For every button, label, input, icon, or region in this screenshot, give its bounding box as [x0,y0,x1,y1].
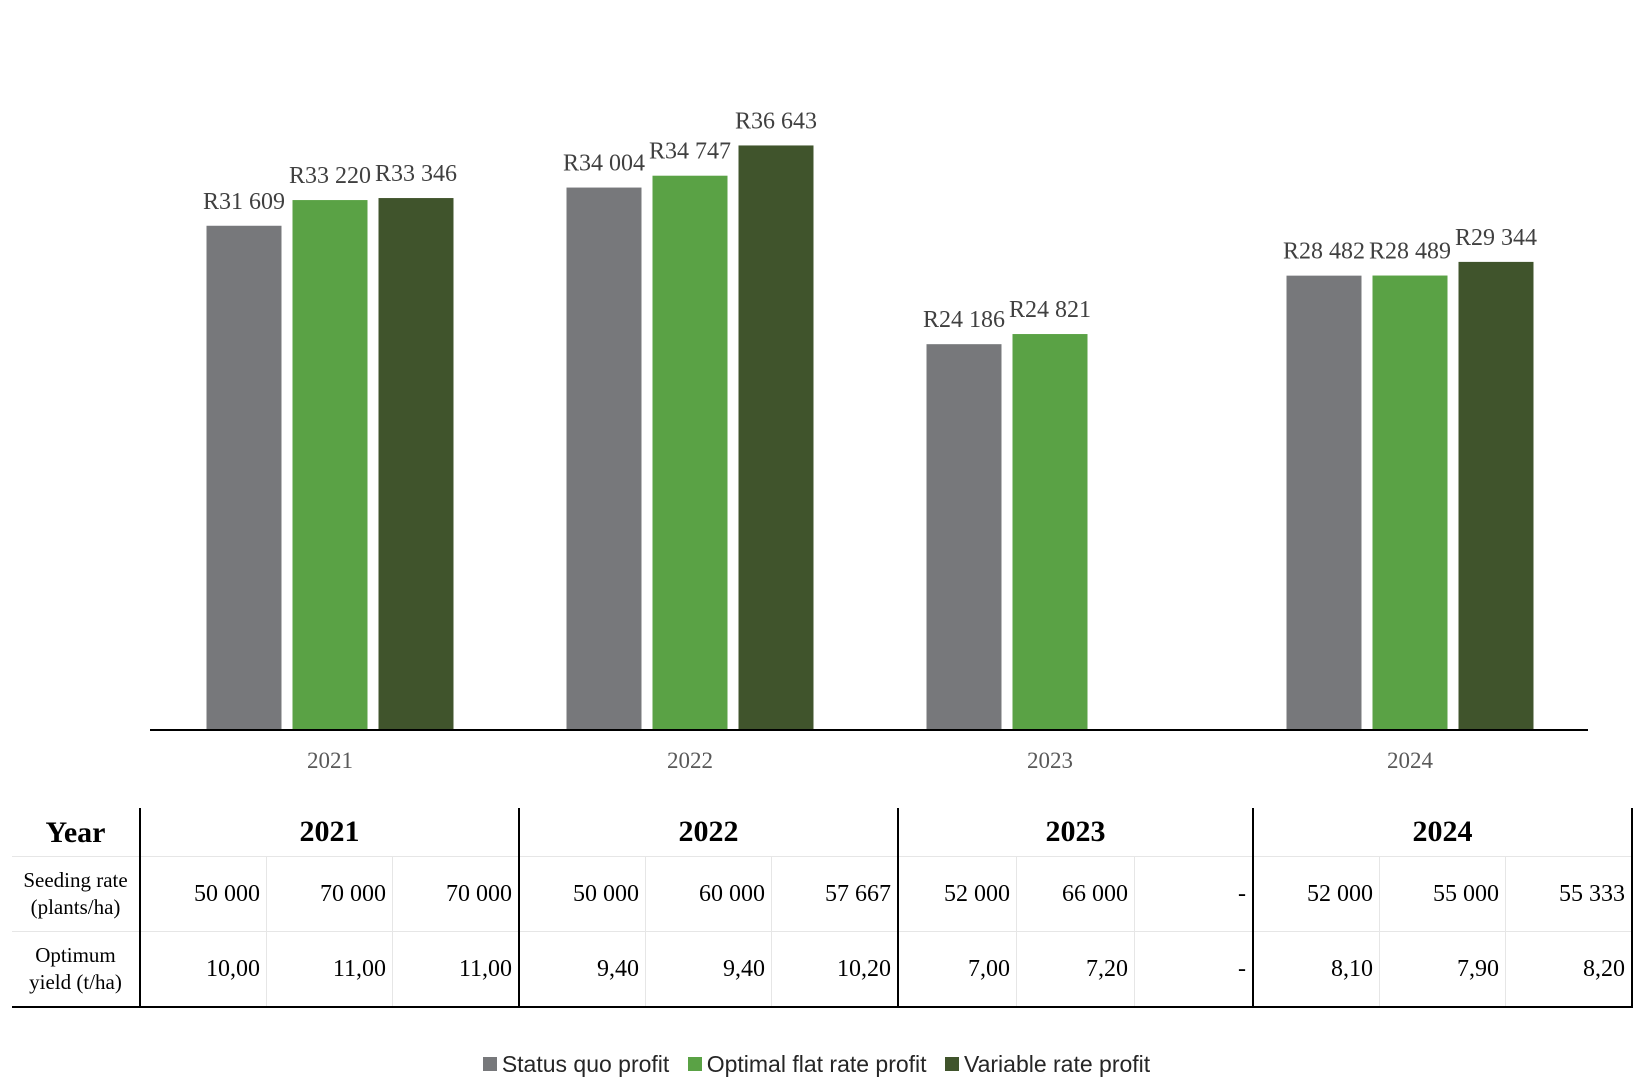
x-tick-label: 2024 [1387,748,1434,773]
table-cell: 55 333 [1505,856,1633,932]
row-label-optimum-yield: Optimum yield (t/ha) [12,931,140,1008]
bar-2021-2 [378,198,454,731]
data-label: R34 747 [649,139,731,165]
table-cell: 7,90 [1379,931,1506,1008]
table-cell: 8,20 [1505,931,1633,1008]
table-cell: 52 000 [1252,856,1380,932]
table-cell: 9,40 [645,931,772,1008]
row-label-line: Optimum [35,943,116,967]
data-label: R28 482 [1283,239,1365,265]
table-cell: 70 000 [266,856,393,932]
bar-2022-1 [652,175,728,730]
table-header-row: Year 2021 2022 2023 2024 [12,808,1633,857]
legend-item-status-quo: Status quo profit [482,1050,670,1078]
table-cell: 55 000 [1379,856,1506,932]
bar-2024-0 [1286,275,1362,730]
legend-label: Variable rate profit [963,1050,1151,1077]
table-cell: 8,10 [1252,931,1380,1008]
table-cell: 9,40 [518,931,646,1008]
data-label: R31 609 [203,189,285,215]
table-cell: 70 000 [392,856,519,932]
table-cell: - [1134,856,1253,932]
bar-2023-1 [1012,334,1088,730]
year-header: Year [12,808,140,857]
data-label: R29 344 [1455,225,1537,251]
row-label-seeding-rate: Seeding rate (plants/ha) [12,856,140,932]
table-cell: 50 000 [518,856,646,932]
bar-2023-0 [926,344,1002,730]
data-table: Year 2021 2022 2023 2024 Seeding rate (p… [12,808,1633,1008]
row-label-line: (plants/ha) [30,895,121,919]
row-label-line: Seeding rate [23,868,128,892]
legend-item-variable: Variable rate profit [944,1050,1151,1078]
table-row-seeding-rate: Seeding rate (plants/ha) 50 000 70 000 7… [12,856,1633,932]
table-year-2021: 2021 [139,808,519,857]
data-label: R28 489 [1369,239,1451,265]
legend-label: Optimal flat rate profit [706,1050,927,1077]
table-cell: 52 000 [897,856,1017,932]
bar-2021-1 [292,200,368,731]
table-cell: 60 000 [645,856,772,932]
x-tick-label: 2021 [307,748,353,773]
table-row-optimum-yield: Optimum yield (t/ha) 10,00 11,00 11,00 9… [12,931,1633,1008]
legend-item-optimal-flat: Optimal flat rate profit [687,1050,927,1078]
x-tick-label: 2023 [1027,748,1073,773]
legend-swatch [944,1057,959,1071]
data-label: R34 004 [563,151,645,177]
data-label: R36 643 [735,108,817,134]
bar-2024-1 [1372,275,1448,730]
table-year-2024: 2024 [1252,808,1633,857]
data-label: R24 821 [1009,297,1091,323]
legend: Status quo profit Optimal flat rate prof… [0,1050,1633,1078]
data-label: R33 220 [289,163,371,189]
table-cell: 11,00 [266,931,393,1008]
table-cell: 57 667 [771,856,898,932]
data-label: R33 346 [375,161,457,187]
x-tick-label: 2022 [667,748,713,773]
table-cell: 11,00 [392,931,519,1008]
chart-area: R31 609 R33 220 R33 346 2021 R34 004 R34 747 R… [150,108,1588,773]
table-cell: 7,00 [897,931,1017,1008]
table-cell: 7,20 [1016,931,1135,1008]
legend-swatch [687,1057,702,1071]
table-cell: 10,20 [771,931,898,1008]
data-label: R24 186 [923,307,1005,333]
table-cell: 66 000 [1016,856,1135,932]
table-cell: 50 000 [139,856,267,932]
table-year-2023: 2023 [897,808,1253,857]
legend-label: Status quo profit [501,1050,670,1077]
table-cell: - [1134,931,1253,1008]
table-year-2022: 2022 [518,808,898,857]
bar-2022-2 [738,145,814,730]
table-cell: 10,00 [139,931,267,1008]
legend-swatch [482,1057,497,1071]
bar-2024-2 [1458,261,1534,730]
row-label-line: yield (t/ha) [29,970,122,994]
bar-2022-0 [566,187,642,730]
bar-2021-0 [206,225,282,731]
